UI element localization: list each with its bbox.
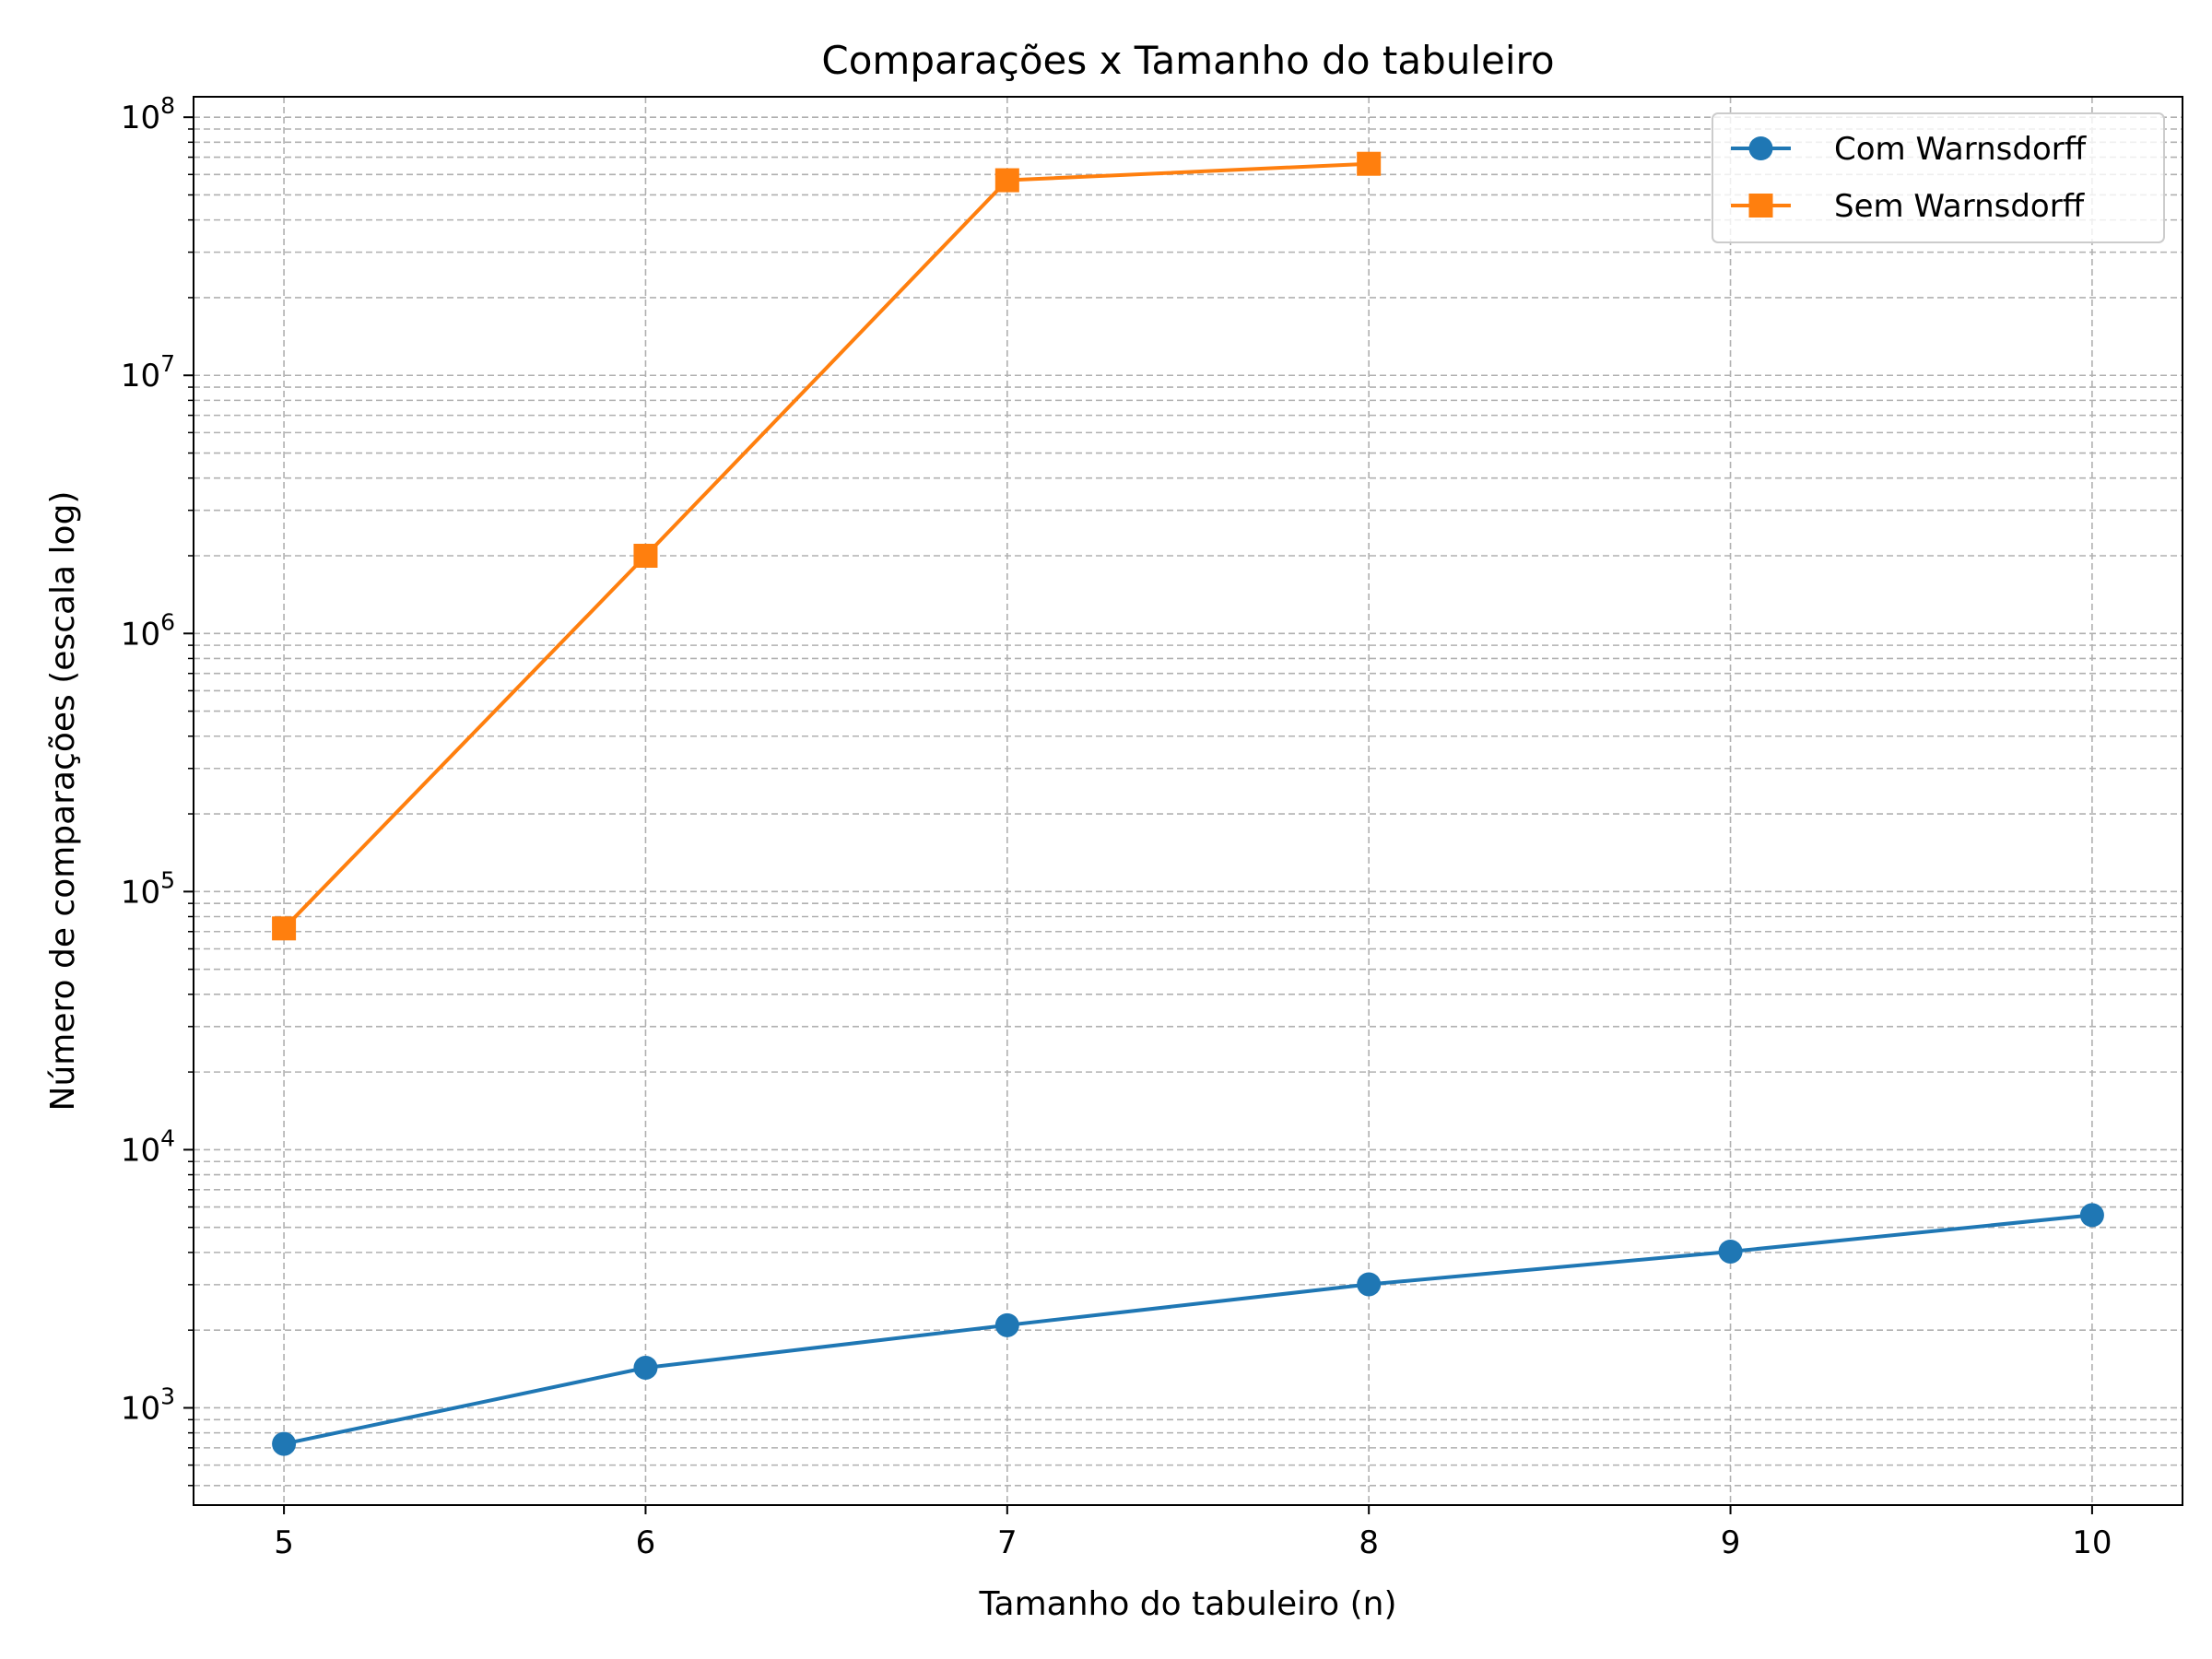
x-tick-label: 5 (274, 1524, 294, 1561)
data-point (1718, 1239, 1743, 1264)
data-point (1357, 151, 1382, 176)
data-point (633, 1355, 658, 1380)
x-tick-label: 10 (2072, 1524, 2112, 1561)
legend-marker (1748, 194, 1773, 218)
y-tick-exponent: 5 (160, 866, 175, 893)
y-tick-exponent: 4 (160, 1124, 175, 1151)
legend-label: Sem Warnsdorff (1834, 188, 2086, 225)
data-point (272, 916, 297, 941)
chart-title: Comparações x Tamanho do tabuleiro (821, 38, 1554, 83)
plot-frame (193, 96, 2183, 1506)
y-tick-label: 105 (121, 866, 175, 911)
y-tick-base: 10 (121, 1132, 160, 1169)
x-axis-label: Tamanho do tabuleiro (n) (978, 1585, 1396, 1623)
x-tick-label: 9 (1721, 1524, 1741, 1561)
data-point (272, 1431, 297, 1456)
y-tick-label: 106 (121, 608, 175, 653)
y-tick-exponent: 8 (160, 92, 175, 119)
y-tick-base: 10 (121, 100, 160, 136)
x-tick-label: 7 (997, 1524, 1018, 1561)
y-axis-label: Número de comparações (escala log) (44, 491, 82, 1112)
y-tick-base: 10 (121, 358, 160, 394)
legend-box (1712, 112, 2165, 243)
data-point (994, 168, 1019, 193)
y-tick-label: 107 (121, 350, 175, 394)
data-point (2079, 1203, 2104, 1228)
series-line (283, 1213, 2093, 1446)
series-1 (272, 1203, 2104, 1456)
legend-marker (1748, 136, 1773, 160)
y-tick-exponent: 3 (160, 1382, 175, 1409)
legend: Com Warnsdorff Sem Warnsdorff (1712, 112, 2165, 243)
series-line (282, 161, 1370, 930)
x-tick-label: 8 (1359, 1524, 1379, 1561)
x-tick-label: 6 (636, 1524, 656, 1561)
y-tick-base: 10 (121, 616, 160, 653)
y-tick-exponent: 6 (160, 608, 175, 635)
legend-label: Com Warnsdorff (1834, 131, 2088, 168)
series-2 (272, 151, 1382, 941)
data-point (994, 1312, 1019, 1337)
y-tick-label: 104 (121, 1124, 175, 1169)
y-tick-base: 10 (121, 1390, 160, 1427)
data-point (1357, 1272, 1382, 1297)
legend-item: Com Warnsdorff (1731, 131, 2088, 168)
legend-item: Sem Warnsdorff (1731, 188, 2086, 225)
y-tick-label: 108 (121, 92, 175, 136)
data-point (633, 543, 658, 568)
y-tick-exponent: 7 (160, 350, 175, 377)
series-layer (272, 151, 2104, 1456)
y-tick-label: 103 (121, 1382, 175, 1427)
y-tick-base: 10 (121, 874, 160, 911)
